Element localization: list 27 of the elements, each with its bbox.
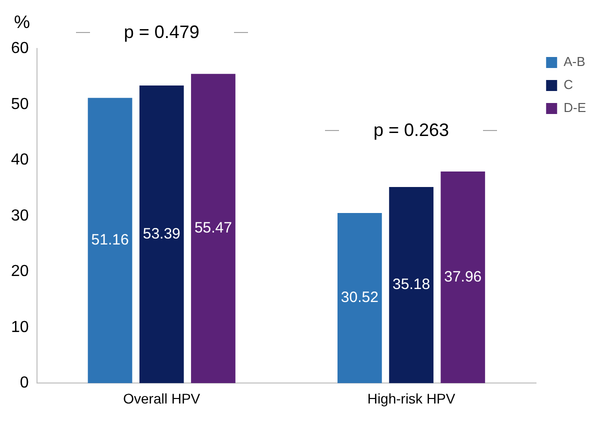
- bar: [88, 98, 132, 384]
- data-label: 37.96: [444, 268, 482, 286]
- data-label: 30.52: [340, 289, 378, 306]
- bar: [139, 85, 184, 384]
- legend-label: D-E: [564, 100, 586, 116]
- y-tick-label: 0: [20, 374, 29, 392]
- y-tick-label: 60: [11, 40, 29, 58]
- y-tick-label: 10: [11, 318, 29, 336]
- legend-label: A-B: [564, 54, 586, 70]
- data-label: 55.47: [194, 220, 232, 237]
- bar: [338, 213, 382, 384]
- data-label: 51.16: [91, 232, 129, 249]
- y-tick-label: 20: [11, 263, 29, 280]
- x-tick-label: High-risk HPV: [367, 390, 456, 406]
- data-label: 35.18: [392, 276, 430, 294]
- annotation: p = 0.263: [372, 120, 450, 140]
- y-tick-label: 50: [11, 96, 29, 113]
- legend-label: C: [564, 77, 573, 92]
- bar: [389, 187, 434, 384]
- y-tick-label: 30: [11, 207, 29, 224]
- text: p = 0.479: [122, 22, 200, 43]
- y-tick-label: 40: [11, 152, 29, 169]
- bar: [440, 172, 486, 384]
- bar: [191, 74, 236, 384]
- x-tick-label: Overall HPV: [123, 390, 201, 406]
- y-axis-title: %: [14, 12, 30, 33]
- data-label: 53.39: [142, 225, 180, 242]
